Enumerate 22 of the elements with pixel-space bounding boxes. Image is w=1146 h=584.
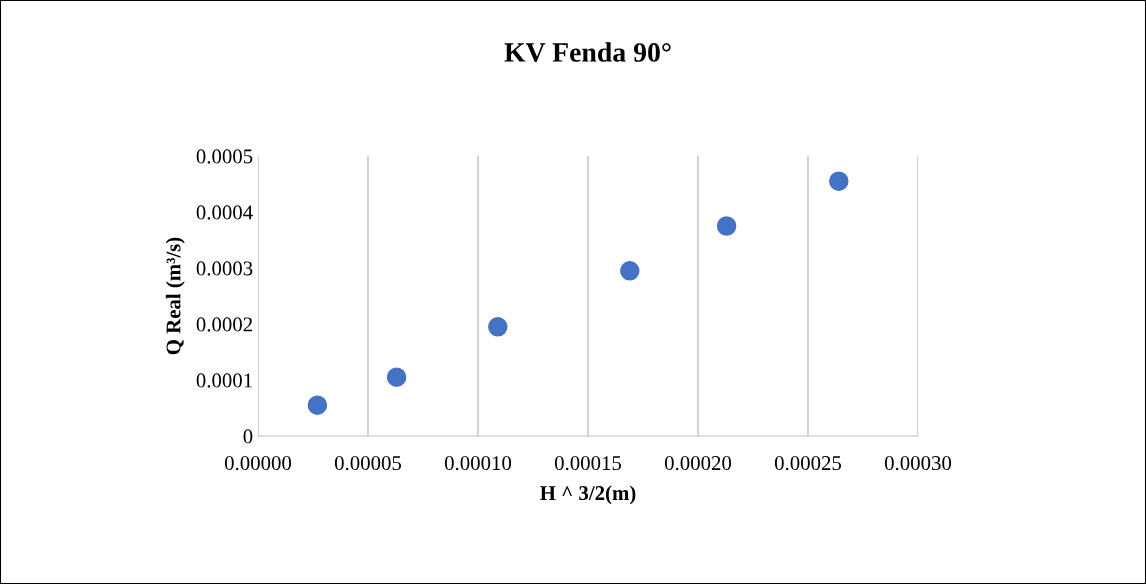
x-tick-label: 0.00030 — [884, 456, 952, 471]
x-axis-title: H ^ 3/2(m) — [540, 485, 636, 505]
point — [488, 317, 508, 337]
y-tick-label: 0.0001 — [196, 373, 252, 388]
y-axis-title: Q Real (m³/s) — [165, 237, 185, 355]
y-tick-label: 0.0005 — [196, 149, 253, 164]
y-tick-label: 0 — [243, 429, 253, 444]
y-tick-label: 0.0002 — [196, 317, 252, 332]
x-tick-label: 0.00020 — [664, 456, 732, 471]
point — [829, 171, 849, 191]
chart-title: KV Fenda 90° — [504, 42, 671, 62]
point — [716, 216, 737, 236]
y-tick-label: 0.0004 — [196, 205, 253, 220]
x-tick-label: 0.00025 — [774, 456, 842, 471]
point — [386, 367, 407, 387]
x-tick-label: 0.00015 — [554, 456, 622, 471]
point — [620, 261, 640, 281]
x-tick-label: 0.00005 — [334, 456, 402, 471]
y-tick-label: 0.0003 — [196, 261, 253, 276]
x-tick-label: 0.00000 — [224, 456, 292, 471]
x-tick-label: 0.00010 — [444, 456, 512, 471]
point — [307, 395, 328, 415]
